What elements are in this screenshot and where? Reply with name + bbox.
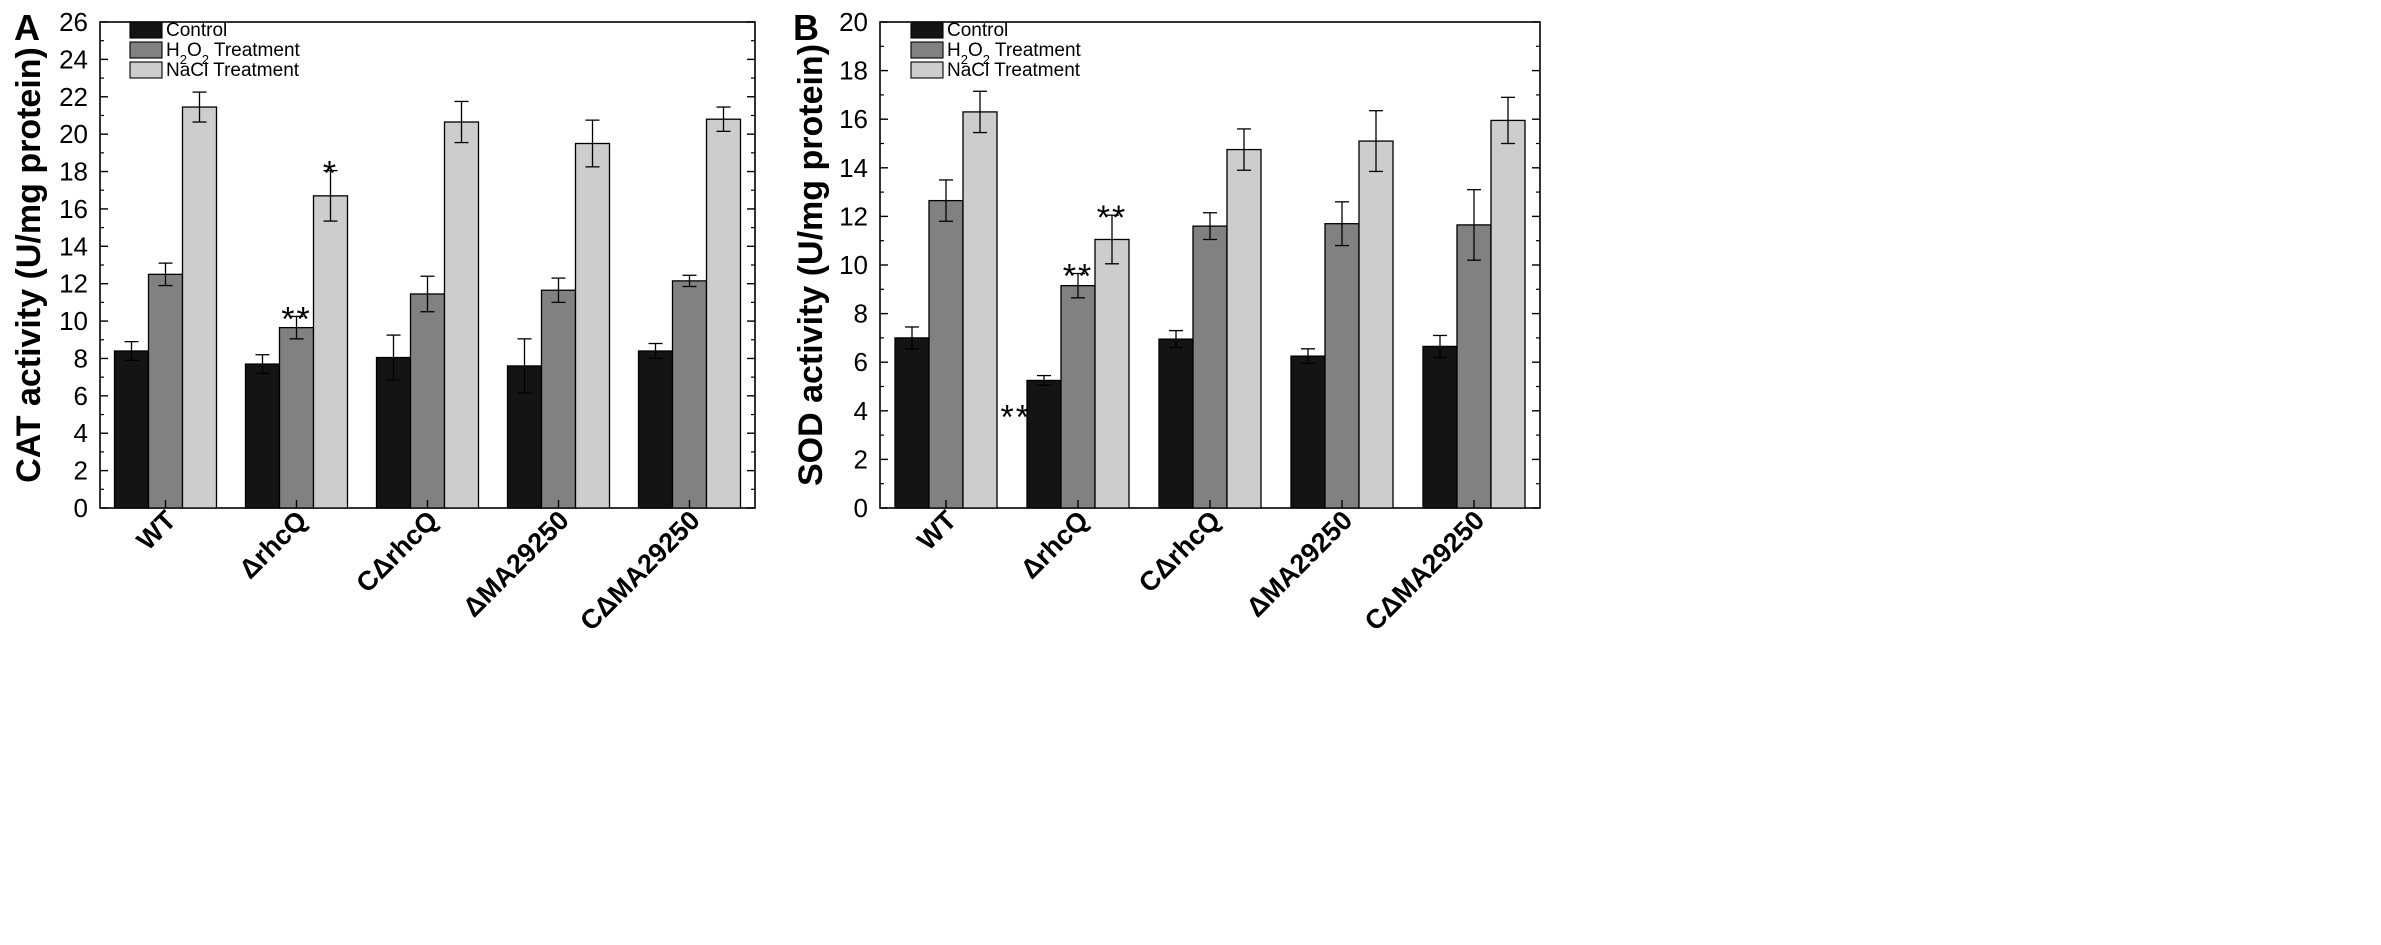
significance-marker: **: [1001, 398, 1031, 436]
y-tick-label: 20: [59, 119, 88, 149]
bar: [705, 118, 742, 509]
significance-marker: **: [281, 300, 311, 338]
y-tick-label: 12: [839, 201, 868, 231]
bar: [409, 293, 446, 509]
y-tick-label: 10: [839, 250, 868, 280]
bar: [1026, 379, 1062, 509]
y-tick-label: 14: [839, 153, 868, 183]
y-tick-label: 6: [854, 347, 868, 377]
bar: [312, 195, 349, 509]
y-tick-label: 16: [59, 194, 88, 224]
legend-swatch: [910, 41, 944, 59]
bar: [1060, 285, 1096, 509]
y-tick-label: 8: [854, 299, 868, 329]
y-tick-label: 2: [74, 456, 88, 486]
y-tick-label: 0: [854, 493, 868, 523]
y-tick-label: 12: [59, 269, 88, 299]
legend-label: Control: [166, 20, 227, 41]
legend-swatch: [129, 41, 163, 59]
y-axis-title-b: SOD activity (U/mg protein): [792, 44, 830, 486]
x-category-label: CΔrhcQ: [1133, 505, 1226, 598]
bar: [637, 350, 674, 509]
bar: [113, 350, 150, 509]
y-tick-label: 0: [74, 493, 88, 523]
bar: [1158, 338, 1194, 509]
legend-swatch: [910, 61, 944, 79]
bar: [1192, 225, 1228, 509]
x-category-label: CΔrhcQ: [350, 505, 443, 598]
y-tick-label: 2: [854, 444, 868, 474]
y-tick-label: 18: [59, 157, 88, 187]
bar: [278, 326, 315, 509]
x-category-label: WT: [131, 505, 182, 556]
bar: [894, 337, 930, 509]
y-tick-label: 22: [59, 82, 88, 112]
bar: [1422, 345, 1458, 509]
bar: [181, 106, 218, 509]
y-tick-label: 16: [839, 104, 868, 134]
y-tick-label: 4: [854, 396, 868, 426]
significance-marker: **: [1063, 258, 1093, 296]
bar: [443, 121, 480, 509]
bar: [1094, 238, 1130, 509]
panel-letter-a: A: [14, 7, 40, 48]
bar: [1226, 148, 1262, 509]
x-category-label: ΔrhcQ: [233, 505, 313, 585]
significance-marker: *: [323, 155, 338, 193]
y-axis-title-a: CAT activity (U/mg protein): [10, 47, 48, 483]
bar: [540, 289, 577, 509]
bar: [928, 199, 964, 509]
y-tick-label: 8: [74, 343, 88, 373]
panel-letter-b: B: [793, 7, 819, 48]
bar: [1490, 119, 1526, 509]
bar: [962, 111, 998, 509]
legend-label: H2O2 Treatment: [166, 40, 301, 67]
bar: [671, 280, 708, 509]
y-tick-label: 20: [839, 7, 868, 37]
bar: [1290, 355, 1326, 509]
x-category-label: CΔMA29250: [1359, 505, 1491, 637]
bar: [147, 273, 184, 509]
y-tick-label: 4: [74, 418, 88, 448]
bar: [1456, 224, 1492, 509]
legend-swatch: [129, 61, 163, 79]
x-category-label: ΔrhcQ: [1015, 505, 1095, 585]
x-category-label: ΔMA29250: [1241, 505, 1359, 623]
y-tick-label: 6: [74, 381, 88, 411]
x-category-label: ΔMA29250: [457, 505, 575, 623]
legend-label: NaCl Treatment: [947, 60, 1081, 81]
panel-b-sod-chart: B 0 2 4 6 8 10 12 14 16 18 20 SOD activity (U/mg pro…: [792, 7, 1541, 637]
bar: [1324, 223, 1360, 509]
legend-label: Control: [947, 20, 1008, 41]
significance-marker: **: [1097, 199, 1127, 237]
y-tick-label: 10: [59, 306, 88, 336]
y-tick-label: 24: [59, 44, 88, 74]
y-tick-label: 14: [59, 231, 88, 261]
bar: [244, 363, 281, 509]
legend-label: H2O2 Treatment: [947, 40, 1082, 67]
x-category-label: CΔMA29250: [574, 505, 706, 637]
legend-swatch: [910, 21, 944, 39]
y-tick-label: 26: [59, 7, 88, 37]
bar: [574, 142, 611, 509]
bar: [1358, 140, 1394, 509]
legend-label: NaCl Treatment: [166, 60, 300, 81]
y-tick-label: 18: [839, 56, 868, 86]
x-category-label: WT: [911, 505, 962, 556]
legend-swatch: [129, 21, 163, 39]
